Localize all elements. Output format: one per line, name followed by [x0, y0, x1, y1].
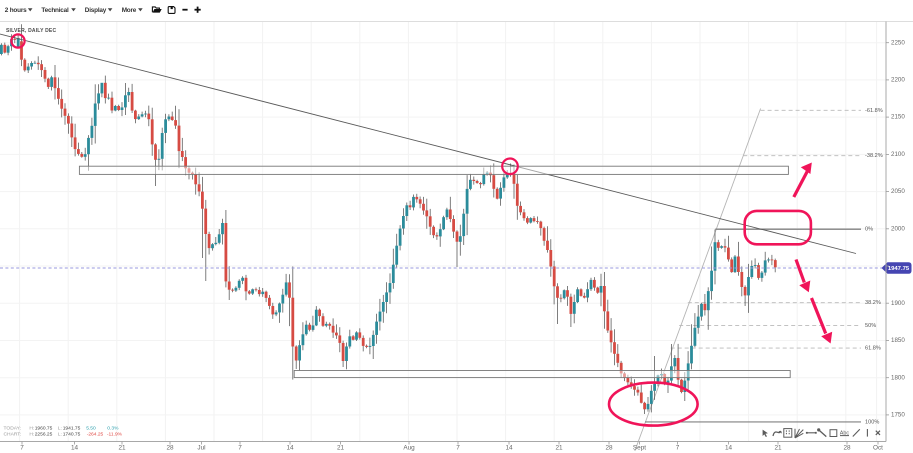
svg-text:2000: 2000 — [891, 225, 905, 232]
svg-text:Sept: Sept — [633, 445, 646, 452]
svg-text:21: 21 — [337, 445, 345, 452]
svg-text:38.2%: 38.2% — [865, 300, 881, 306]
svg-text:50%: 50% — [865, 323, 876, 329]
svg-text:-38.2%: -38.2% — [865, 153, 883, 159]
svg-text:2150: 2150 — [891, 114, 905, 121]
svg-text:1850: 1850 — [891, 337, 905, 344]
svg-text:100%: 100% — [865, 419, 879, 425]
svg-text:1960.75: 1960.75 — [35, 426, 53, 432]
svg-text:28: 28 — [843, 445, 851, 452]
svg-text:0%: 0% — [865, 227, 873, 233]
svg-text:7: 7 — [456, 445, 460, 452]
svg-text:1941.75: 1941.75 — [63, 426, 81, 432]
svg-text:14: 14 — [286, 445, 294, 452]
svg-text:1900: 1900 — [891, 300, 905, 307]
svg-text:Display: Display — [85, 7, 107, 14]
svg-text:61.8%: 61.8% — [865, 346, 881, 352]
svg-text:Jul: Jul — [197, 445, 205, 452]
svg-text:0.3%: 0.3% — [107, 426, 119, 432]
svg-text:1947.75: 1947.75 — [888, 266, 910, 272]
svg-text:More: More — [122, 7, 137, 14]
svg-text:Abc: Abc — [840, 430, 850, 436]
svg-text:H:: H: — [29, 432, 34, 438]
svg-text:5.50: 5.50 — [86, 426, 96, 432]
svg-text:21: 21 — [118, 445, 126, 452]
svg-text:21: 21 — [774, 445, 782, 452]
svg-text:Aug: Aug — [403, 445, 415, 452]
svg-text:1800: 1800 — [891, 374, 905, 381]
svg-text:2 hours: 2 hours — [5, 7, 27, 14]
svg-text:7: 7 — [676, 445, 680, 452]
svg-text:14: 14 — [725, 445, 733, 452]
svg-text:2200: 2200 — [891, 77, 905, 84]
svg-text:2100: 2100 — [891, 151, 905, 158]
svg-text:2050: 2050 — [891, 188, 905, 195]
svg-text:2256.25: 2256.25 — [35, 432, 53, 438]
svg-text:-264.25: -264.25 — [87, 432, 104, 438]
svg-text:28: 28 — [605, 445, 613, 452]
svg-text:1750: 1750 — [891, 412, 905, 419]
svg-text:TODAY:: TODAY: — [4, 426, 21, 432]
svg-text:CHART:: CHART: — [4, 432, 22, 438]
svg-text:L:: L: — [58, 426, 62, 432]
svg-text:2250: 2250 — [891, 39, 905, 46]
svg-text:28: 28 — [166, 445, 174, 452]
svg-text:7: 7 — [238, 445, 242, 452]
svg-text:Technical: Technical — [41, 7, 69, 14]
svg-text:-11.9%: -11.9% — [107, 432, 123, 438]
svg-text:H:: H: — [29, 426, 34, 432]
svg-text:21: 21 — [555, 445, 563, 452]
svg-text:SILVER, DAILY DEC: SILVER, DAILY DEC — [6, 28, 56, 34]
svg-text:L:: L: — [58, 432, 62, 438]
svg-text:1740.75: 1740.75 — [63, 432, 81, 438]
svg-text:14: 14 — [505, 445, 513, 452]
svg-text:14: 14 — [71, 445, 79, 452]
svg-text:7: 7 — [20, 445, 24, 452]
svg-text:Oct: Oct — [873, 445, 883, 452]
svg-text:-61.8%: -61.8% — [865, 108, 883, 114]
